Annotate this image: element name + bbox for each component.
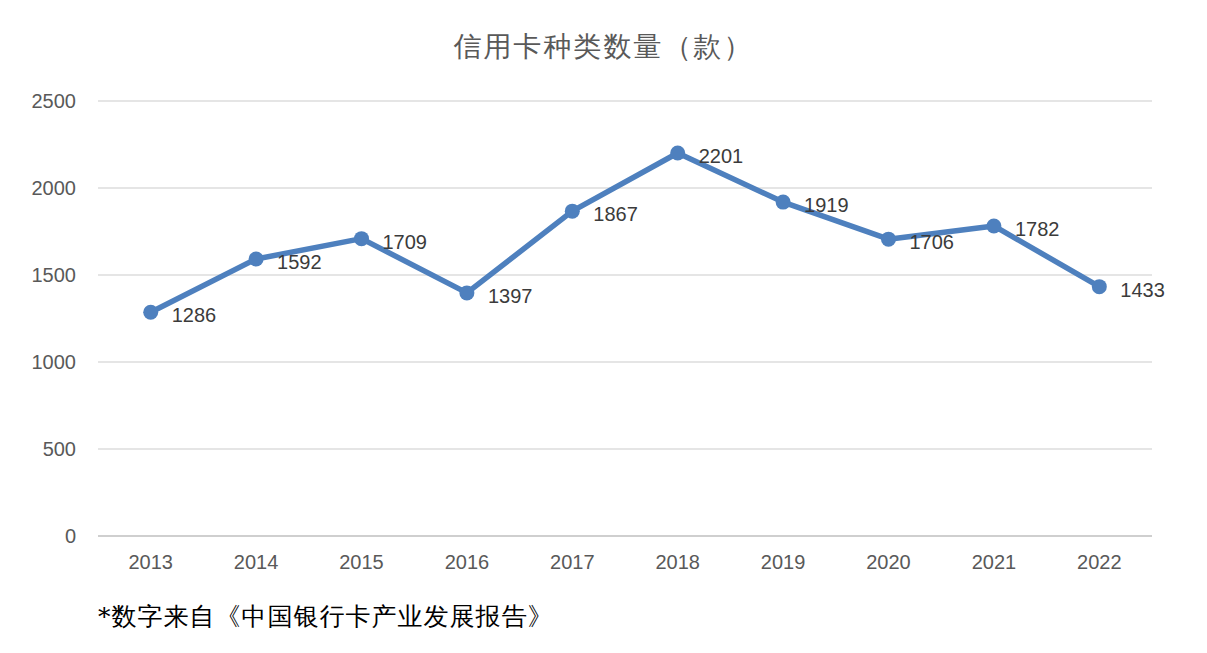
- x-tick-label: 2013: [128, 551, 173, 573]
- chart-plot-area: 0 500 1000 1500 2000 2500 2013 2014 2015 2016 2017…: [0, 0, 1207, 653]
- data-point-marker: [776, 195, 791, 210]
- y-tick-label: 1000: [32, 351, 77, 373]
- data-label: 1867: [593, 203, 638, 225]
- data-label: 1286: [172, 304, 217, 326]
- data-label: 2201: [699, 145, 744, 167]
- y-tick-label: 500: [43, 438, 76, 460]
- data-point-marker: [565, 204, 580, 219]
- x-tick-label: 2021: [972, 551, 1017, 573]
- data-line: [151, 153, 1100, 312]
- data-point-marker: [881, 232, 896, 247]
- data-label: 1433: [1120, 279, 1165, 301]
- data-point-marker: [670, 146, 685, 161]
- y-tick-label: 2000: [32, 177, 77, 199]
- source-footnote: *数字来自《中国银行卡产业发展报告》: [98, 600, 554, 633]
- x-tick-label: 2022: [1077, 551, 1122, 573]
- data-label: 1709: [383, 231, 428, 253]
- data-point-marker: [986, 218, 1001, 233]
- x-tick-label: 2019: [761, 551, 806, 573]
- y-tick-label: 2500: [32, 90, 77, 112]
- data-point-marker: [459, 285, 474, 300]
- credit-card-types-line-chart: 信用卡种类数量（款） 05001000150020002500201320142…: [0, 0, 1207, 653]
- x-tick-label: 2018: [655, 551, 700, 573]
- data-label: 1919: [804, 194, 849, 216]
- data-label: 1397: [488, 285, 533, 307]
- y-tick-label: 1500: [32, 264, 77, 286]
- x-tick-label: 2016: [445, 551, 490, 573]
- data-label: 1592: [277, 251, 322, 273]
- data-label: 1782: [1015, 218, 1060, 240]
- data-point-marker: [249, 251, 264, 266]
- data-point-marker: [143, 305, 158, 320]
- x-tick-label: 2014: [234, 551, 279, 573]
- y-tick-label: 0: [65, 525, 76, 547]
- x-tick-label: 2015: [339, 551, 384, 573]
- x-tick-label: 2017: [550, 551, 595, 573]
- data-point-marker: [1092, 279, 1107, 294]
- data-point-marker: [354, 231, 369, 246]
- x-tick-label: 2020: [866, 551, 911, 573]
- data-label: 1706: [910, 231, 955, 253]
